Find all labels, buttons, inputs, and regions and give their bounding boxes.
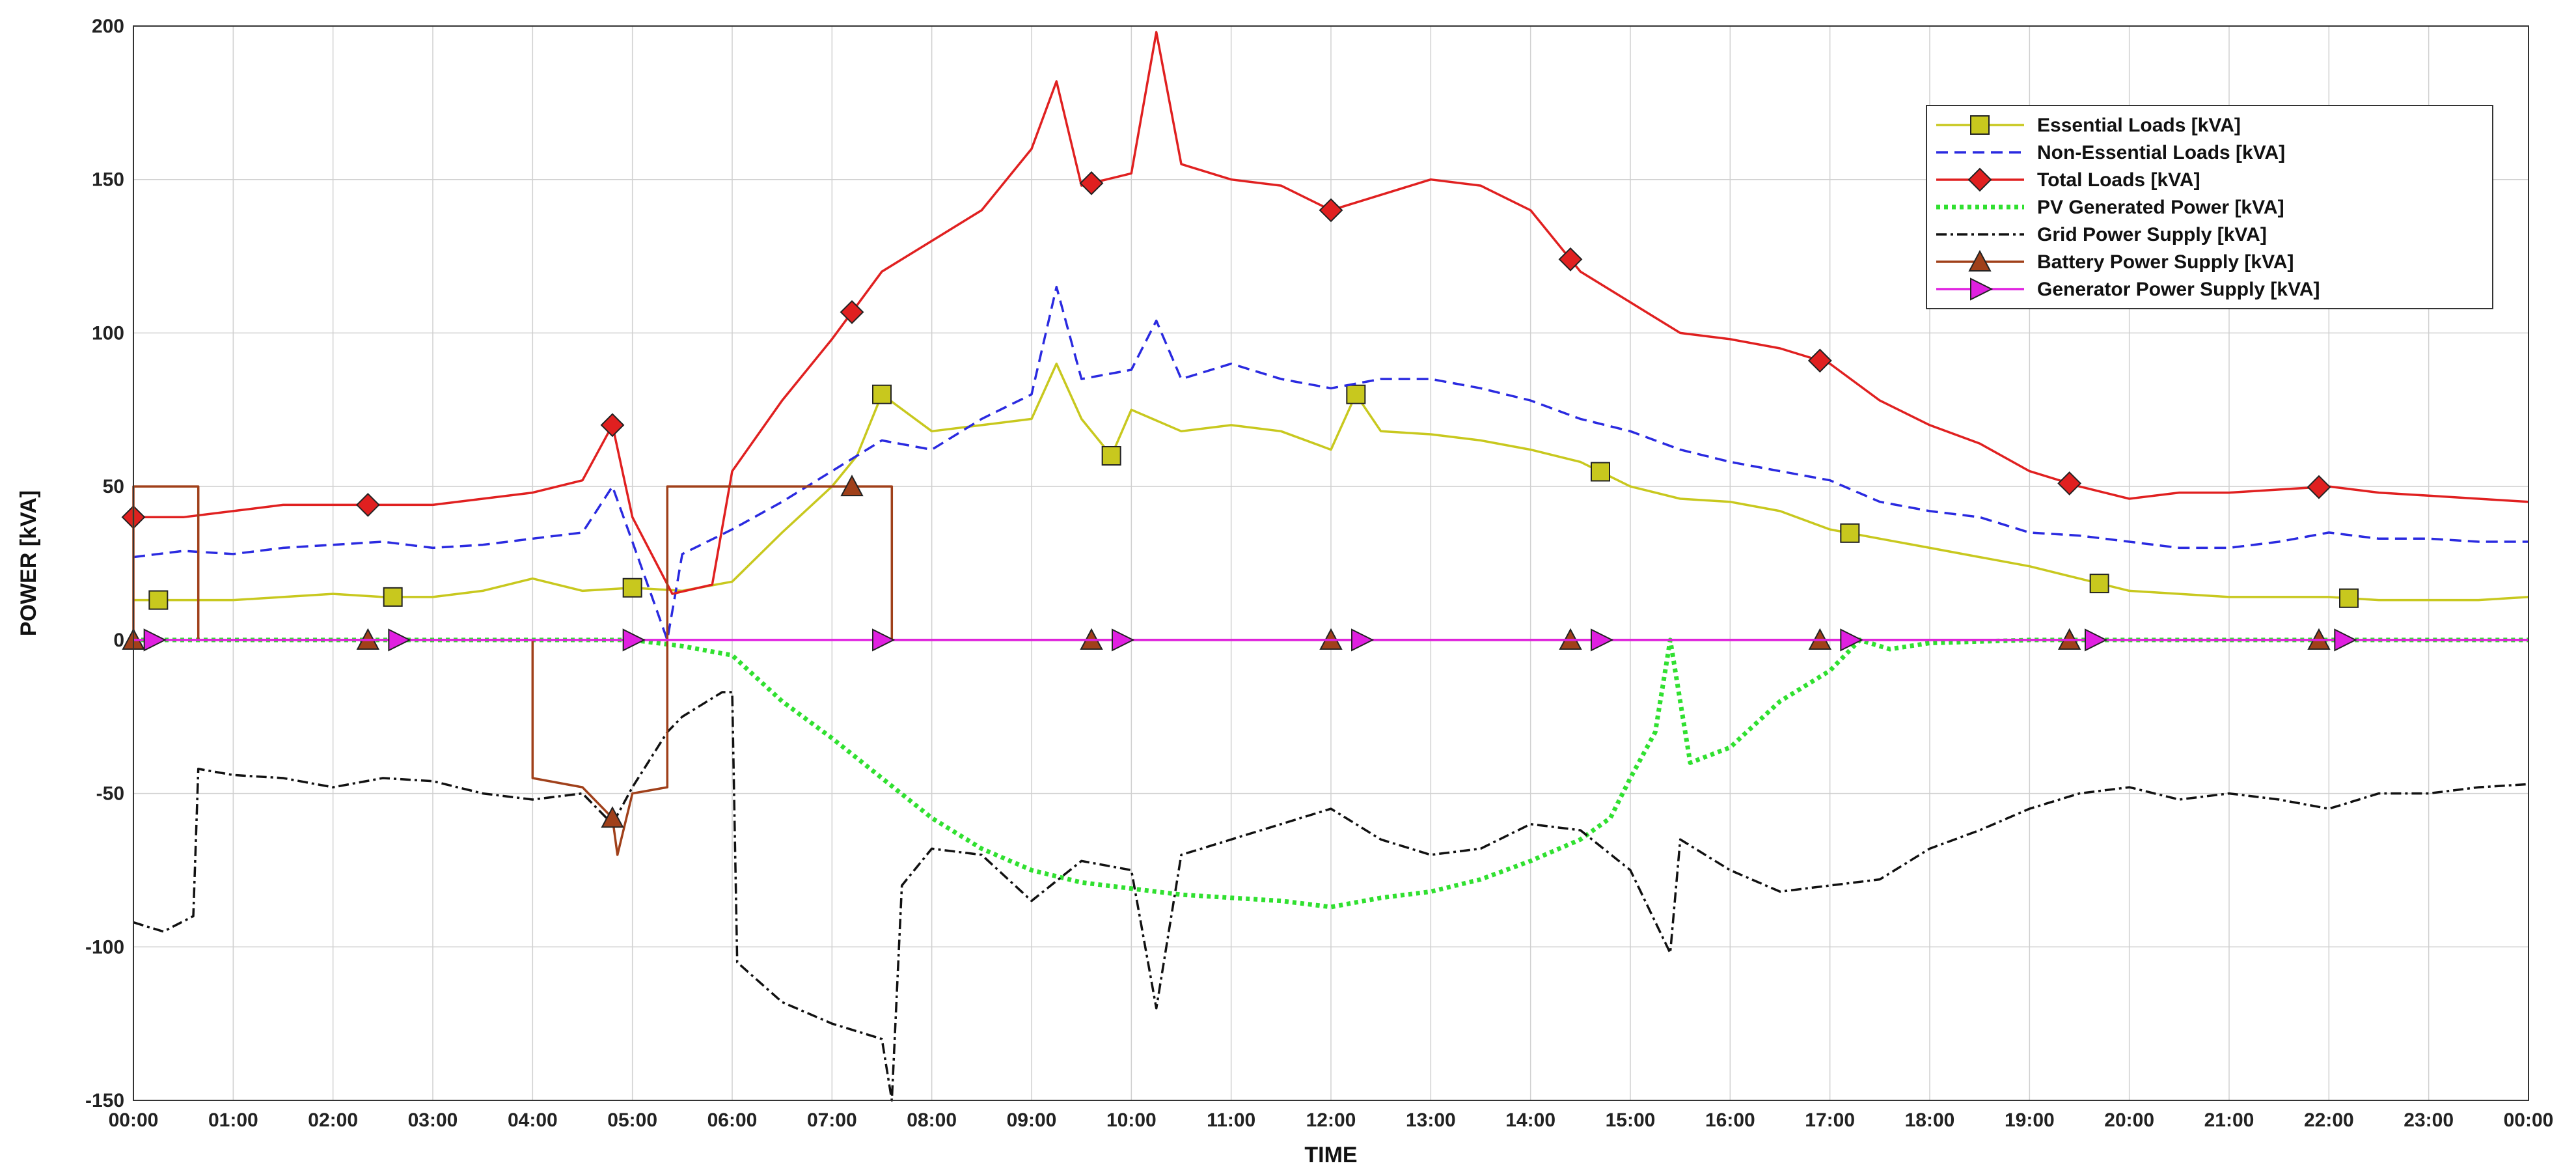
series-marker xyxy=(872,384,892,404)
y-tick-label: 50 xyxy=(103,476,124,497)
x-tick-label: 20:00 xyxy=(2104,1109,2154,1131)
x-tick-label: 15:00 xyxy=(1606,1109,1656,1131)
x-tick-label: 18:00 xyxy=(1905,1109,1955,1131)
series-line xyxy=(133,691,2529,1102)
legend-marker xyxy=(1970,115,1990,135)
series-marker xyxy=(2334,628,2357,652)
x-tick-label: 01:00 xyxy=(208,1109,258,1131)
series-marker xyxy=(2085,628,2108,652)
series-2 xyxy=(121,31,2529,595)
series-marker xyxy=(148,590,169,610)
series-4 xyxy=(133,691,2529,1102)
x-tick-label: 23:00 xyxy=(2404,1109,2454,1131)
legend-entry: Generator Power Supply [kVA] xyxy=(2037,279,2320,300)
series-marker xyxy=(388,628,411,652)
y-tick-label: -150 xyxy=(85,1090,124,1111)
series-marker xyxy=(383,587,403,607)
series-marker xyxy=(840,300,864,324)
series-6 xyxy=(133,628,2528,652)
series-marker xyxy=(872,628,896,652)
x-tick-label: 17:00 xyxy=(1805,1109,1855,1131)
legend-entry: PV Generated Power [kVA] xyxy=(2037,197,2284,218)
series-marker xyxy=(1840,628,1863,652)
series-3 xyxy=(133,637,2528,910)
series-line xyxy=(133,285,2528,641)
series-marker xyxy=(1807,348,1832,373)
legend-box xyxy=(1926,105,2493,309)
x-tick-label: 02:00 xyxy=(308,1109,358,1131)
series-marker xyxy=(1351,628,1375,652)
series-marker xyxy=(1319,198,1343,223)
x-tick-label: 00:00 xyxy=(109,1109,159,1131)
series-line xyxy=(133,637,2528,910)
series-line xyxy=(132,485,2528,856)
legend-marker xyxy=(1968,249,1992,272)
series-marker xyxy=(840,475,864,497)
legend-entry: Grid Power Supply [kVA] xyxy=(2037,224,2267,245)
x-tick-label: 09:00 xyxy=(1007,1109,1057,1131)
y-tick-label: -50 xyxy=(96,783,124,805)
series-marker xyxy=(622,578,642,598)
x-axis-ticks: 00:00 01:00 02:00 03:00 04:00 05:00 06:00 07:00… xyxy=(109,1109,2554,1131)
x-tick-label: 03:00 xyxy=(408,1109,458,1131)
plot-frame xyxy=(133,25,2529,1101)
series-marker xyxy=(355,493,380,517)
y-tick-label: 200 xyxy=(92,16,124,37)
series-0 xyxy=(133,362,2529,610)
series-marker xyxy=(1840,523,1860,543)
x-axis-label: TIME xyxy=(1304,1143,1357,1167)
x-tick-label: 21:00 xyxy=(2204,1109,2254,1131)
x-tick-label: 11:00 xyxy=(1207,1109,1255,1131)
x-tick-label: 07:00 xyxy=(807,1109,857,1131)
series-group xyxy=(121,31,2529,1102)
x-tick-label: 13:00 xyxy=(1406,1109,1456,1131)
legend-marker xyxy=(1970,277,1994,301)
y-axis-ticks: -150 -100 -50 0 50 100 150 200 xyxy=(85,16,124,1111)
series-marker xyxy=(1591,462,1610,482)
x-tick-label: 16:00 xyxy=(1705,1109,1755,1131)
x-tick-label: 08:00 xyxy=(907,1109,957,1131)
x-tick-label: 14:00 xyxy=(1505,1109,1555,1131)
series-line xyxy=(133,31,2529,595)
x-tick-label: 04:00 xyxy=(508,1109,558,1131)
legend-marker xyxy=(1967,167,1992,192)
x-tick-label: 00:00 xyxy=(2504,1109,2554,1131)
y-tick-label: 0 xyxy=(113,630,124,651)
x-tick-label: 12:00 xyxy=(1306,1109,1356,1131)
y-tick-label: -100 xyxy=(85,936,124,958)
y-tick-label: 150 xyxy=(92,169,124,191)
legend-entry: Essential Loads [kVA] xyxy=(2037,115,2241,136)
y-axis-label: POWER [kVA] xyxy=(16,490,41,636)
x-tick-label: 19:00 xyxy=(2005,1109,2055,1131)
series-marker xyxy=(1101,446,1121,466)
series-1 xyxy=(133,285,2528,641)
series-marker xyxy=(2307,475,2331,499)
x-tick-label: 06:00 xyxy=(707,1109,758,1131)
y-tick-label: 100 xyxy=(92,322,124,344)
x-tick-label: 05:00 xyxy=(607,1109,657,1131)
x-tick-label: 22:00 xyxy=(2304,1109,2354,1131)
series-marker xyxy=(622,628,646,652)
series-marker xyxy=(1112,628,1135,652)
series-marker xyxy=(1558,247,1583,272)
legend-entry: Battery Power Supply [kVA] xyxy=(2037,251,2294,273)
x-tick-label: 10:00 xyxy=(1106,1109,1157,1131)
series-marker xyxy=(2089,574,2109,594)
series-marker xyxy=(143,628,167,652)
series-marker xyxy=(1079,171,1104,195)
legend-entry: Total Loads [kVA] xyxy=(2037,169,2200,191)
series-marker xyxy=(1346,384,1366,404)
series-marker xyxy=(600,413,625,438)
series-marker xyxy=(1591,628,1614,652)
series-marker xyxy=(2057,471,2082,495)
legend: Essential Loads [kVA] Non-Essential Loads… xyxy=(1926,105,2493,309)
legend-entry: Non-Essential Loads [kVA] xyxy=(2037,142,2285,163)
series-marker xyxy=(601,806,624,828)
series-marker xyxy=(2339,588,2359,608)
